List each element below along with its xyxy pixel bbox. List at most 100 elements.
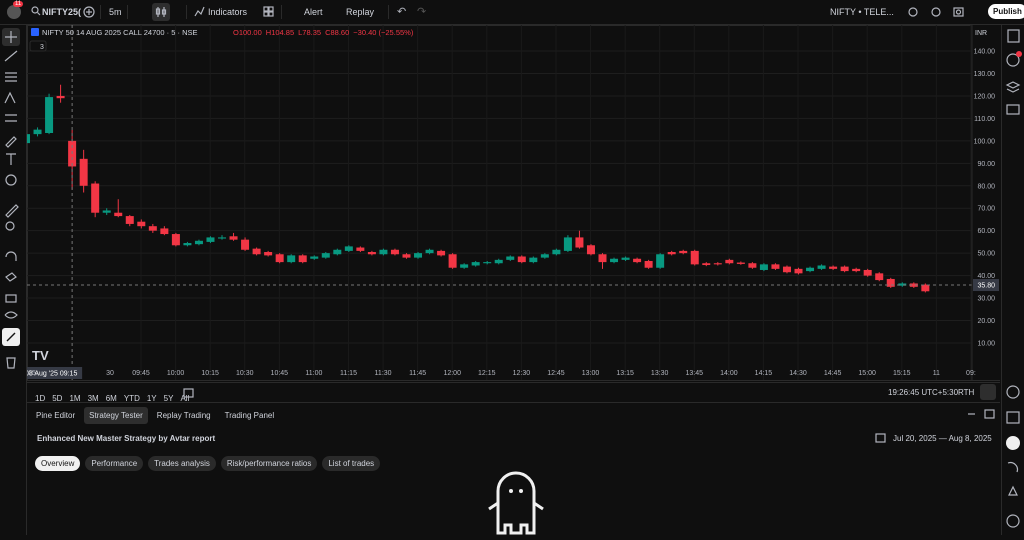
layout-name[interactable]: NIFTY • TELE... [830,7,894,17]
y-tick-label: 90.00 [977,161,995,168]
candle-body [806,267,815,272]
undo[interactable]: ↶ [397,6,407,18]
panel-tab[interactable]: Trading Panel [224,411,275,420]
range-button[interactable]: 1M [69,394,81,403]
candle-body [414,253,423,258]
range-button[interactable]: 5D [52,394,63,403]
panel-tab[interactable]: Pine Editor [36,411,76,420]
x-tick-label: 14:45 [824,370,842,377]
layouts-icon[interactable] [263,6,274,17]
candle-body [252,248,261,255]
y-tick-label: 30.00 [977,296,995,303]
range-button[interactable]: 1Y [146,394,157,403]
bottom-panel: Pine Editor Strategy Tester Replay Trading… [27,403,1000,535]
session[interactable]: RTH [958,388,975,397]
sidebar-icons[interactable] [1002,25,1024,535]
date-range[interactable]: Jul 20, 2025 — Aug 8, 2025 [893,434,992,443]
y-tick-label: 100.00 [974,138,996,145]
candle-body [171,234,180,246]
search-icon[interactable] [31,6,41,16]
candle-body [759,264,768,270]
indicator-count[interactable]: 3 [40,44,44,51]
ohlc-value: −30.40 (−25.55%) [353,28,414,37]
report-tab[interactable]: Overview [35,456,81,471]
price-axis[interactable] [972,25,1000,380]
x-tick-label: 13:00 [582,370,600,377]
report-tab[interactable]: Trades analysis [148,456,216,471]
panel-tab[interactable]: Replay Trading [156,411,211,420]
candle-body [471,262,480,266]
drawing-tools[interactable] [0,25,26,535]
x-tick-label: 09:45 [132,370,150,377]
panel-controls[interactable] [965,408,997,420]
indicators-icon [194,6,205,17]
goto-date[interactable] [183,387,194,398]
candle-body [713,263,722,265]
indicators-button[interactable]: Indicators [208,7,248,17]
candle-body [241,239,250,250]
range-button[interactable]: All [180,394,190,403]
range-button[interactable]: 1D [35,394,46,403]
crosshair-price-box [973,279,999,292]
candle-body [56,95,65,99]
report-tab[interactable]: Risk/performance ratios [220,456,318,471]
candle-body [794,268,803,274]
y-tick-label: 80.00 [977,183,995,190]
candle-body [598,254,607,263]
panel-tabs: Pine Editor Strategy Tester Replay Trading… [31,405,283,424]
settings-button[interactable] [980,384,996,400]
candle-body [379,249,388,255]
replay-button[interactable]: Replay [346,7,375,17]
ohlc-value: O100.00 [233,28,262,37]
ohlc-readout: O100.00 H104.85 L78.35 C88.60 −30.40 (−25.55… [233,28,414,37]
candle-body [148,226,157,231]
x-tick-label: 13:45 [686,370,704,377]
report-tab[interactable]: Performance [85,456,144,471]
range-button[interactable]: 3M [87,394,99,403]
range-button[interactable]: YTD [123,394,140,403]
alert-button[interactable]: Alert [304,7,323,17]
candle-icon [155,7,167,17]
candle-body [183,243,192,246]
add-symbol[interactable] [83,6,95,18]
candle-body [840,266,849,272]
x-tick-label: 11:15 [340,370,357,377]
avatar[interactable] [7,5,21,19]
x-tick-label: 12:15 [478,370,496,377]
symbol[interactable]: NIFTY25( [42,7,82,17]
candle-body [782,266,791,273]
clock: 19:26:45 UTC+5:30 [888,388,959,397]
range-button[interactable]: 6M [105,394,117,403]
chart-type[interactable] [152,3,170,21]
candle-body [517,256,526,263]
redo[interactable]: ↷ [417,6,427,18]
x-tick-label: 11 [933,370,940,377]
candle-body [679,250,688,254]
x-tick-label: 11:45 [409,370,426,377]
candle-body [540,254,549,258]
candle-body [817,265,826,269]
candle-body [125,216,134,224]
report-tab[interactable]: List of trades [322,456,381,471]
interval[interactable]: 5m [109,7,122,17]
x-tick-label: 15:00 [858,370,876,377]
candle-body [610,258,619,263]
publish-button[interactable]: Publish [988,4,1024,19]
price-chart[interactable]: Fri 08 Aug '25 09:15 10.00 20.00 30.00 40.0… [27,25,1000,382]
candle-body [287,255,296,263]
ohlc-value: L78.35 [298,28,321,37]
candle-body [909,283,918,287]
candle-body [390,249,399,255]
range-button[interactable]: 5Y [163,394,174,403]
x-tick-label: 13:15 [616,370,634,377]
currency: INR [975,30,987,37]
toolbar-icons[interactable] [908,6,978,18]
x-tick-label: 12:30 [513,370,531,377]
y-tick-label: 140.00 [974,49,996,56]
x-tick-label: 10:00 [167,370,185,377]
candle-body [921,284,930,292]
range-buttons: 1D 5D 1M 3M 6M YTD 1Y 5Y All [35,388,196,406]
strategy-name[interactable]: Enhanced New Master Strategy by Avtar re… [37,434,216,443]
panel-tab[interactable]: Strategy Tester [84,407,148,424]
x-tick-label: 12:45 [547,370,565,377]
